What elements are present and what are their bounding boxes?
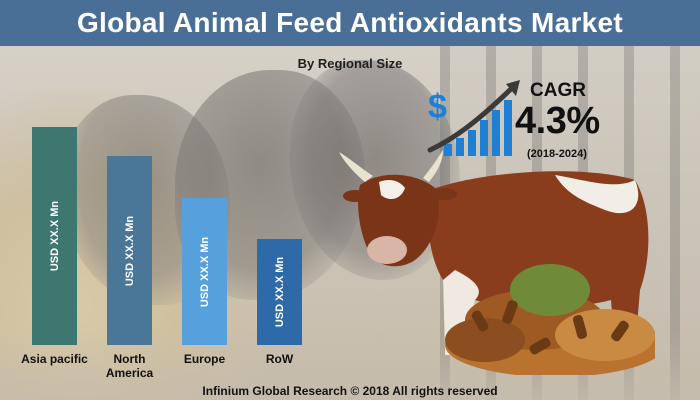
category-label-line: RoW (265, 352, 294, 366)
rising-bars-icon (444, 100, 512, 156)
chart-subtitle: By Regional Size (297, 56, 403, 71)
category-label-line: North (113, 352, 146, 366)
bar-asia-pacific: USD XX.X Mn (32, 127, 77, 345)
arrow-head-icon (506, 80, 520, 96)
bar-europe: USD XX.X Mn (182, 198, 227, 345)
bar-value-label: USD XX.X Mn (273, 256, 286, 328)
category-label-line: America (105, 366, 154, 380)
cagr-label: CAGR (530, 80, 586, 101)
title-bar (0, 0, 700, 46)
category-label: North America (85, 352, 175, 380)
category-label: Asia pacific (10, 352, 100, 366)
dollar-sign-icon: $ (428, 88, 447, 126)
category-label: RoW (235, 352, 325, 366)
bar-value-label: USD XX.X Mn (198, 236, 211, 307)
growth-chart-icon: $ (427, 80, 520, 156)
category-label-line: Asia pacific (21, 352, 88, 366)
category-label-line: Europe (183, 352, 226, 366)
cagr-period: (2018-2024) (527, 148, 587, 160)
copyright-footer: Infinium Global Research © 2018 All righ… (202, 384, 498, 398)
bar-north-america: USD XX.X Mn (107, 156, 152, 345)
bar-value-label: USD XX.X Mn (48, 200, 61, 272)
bar-value-label: USD XX.X Mn (123, 215, 136, 286)
cagr-value: 4.3% (515, 100, 600, 142)
category-label: Europe (160, 352, 250, 366)
bar-row: USD XX.X Mn (257, 239, 302, 345)
trend-arrow-icon (427, 85, 515, 153)
cow-with-feed-pellets-illustration (339, 150, 655, 375)
page-title: Global Animal Feed Antioxidants Market (76, 7, 624, 38)
